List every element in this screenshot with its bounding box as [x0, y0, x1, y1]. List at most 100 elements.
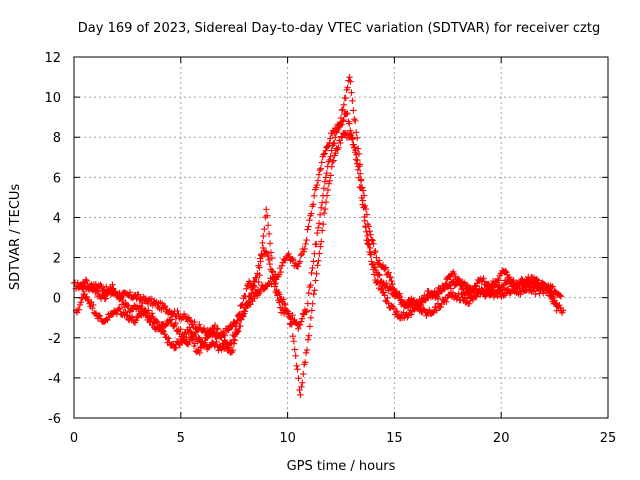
- data-point: [300, 248, 307, 255]
- data-point: [471, 285, 479, 293]
- data-point: [263, 212, 271, 219]
- data-point: [332, 134, 339, 141]
- data-point: [320, 210, 328, 217]
- data-point: [314, 262, 321, 269]
- data-point: [236, 310, 243, 318]
- data-point: [200, 340, 207, 348]
- data-point: [559, 307, 567, 314]
- data-point: [305, 223, 312, 230]
- data-point: [266, 240, 274, 247]
- data-point: [119, 296, 127, 304]
- y-tick-labels: -6 -4 -2 0 2 4 6 8 10 12: [44, 51, 61, 427]
- data-point: [234, 317, 241, 325]
- plot-frame: [73, 56, 609, 419]
- data-point: [272, 279, 279, 287]
- data-point: [546, 292, 554, 299]
- data-point: [174, 307, 181, 315]
- data-point: [125, 302, 132, 309]
- data-point: [494, 292, 501, 300]
- data-point: [327, 135, 334, 142]
- data-point: [454, 275, 462, 282]
- data-point: [187, 317, 194, 325]
- data-point: [215, 347, 222, 354]
- data-point: [556, 292, 564, 299]
- data-point: [82, 276, 90, 284]
- data-point: [290, 338, 297, 345]
- data-point: [97, 281, 104, 289]
- data-point: [328, 147, 335, 154]
- data-point: [191, 340, 199, 347]
- data-point: [347, 78, 354, 85]
- data-point: [240, 313, 247, 320]
- data-point: [188, 331, 196, 339]
- data-point: [299, 379, 306, 386]
- data-point: [95, 288, 102, 295]
- data-point: [335, 144, 342, 151]
- data-point: [298, 315, 306, 322]
- data-point: [128, 313, 136, 320]
- data-point: [172, 344, 180, 351]
- data-point: [461, 290, 468, 298]
- data-point: [363, 236, 370, 244]
- data-point: [337, 139, 344, 147]
- data-point: [317, 204, 325, 211]
- data-point: [195, 334, 202, 341]
- data-point: [437, 288, 445, 295]
- data-point: [344, 110, 351, 117]
- data-point: [243, 285, 250, 292]
- data-point: [265, 230, 273, 238]
- data-point: [83, 277, 91, 285]
- data-point: [261, 225, 268, 233]
- data-point: [352, 117, 359, 125]
- data-point: [280, 296, 287, 303]
- data-point: [339, 106, 347, 113]
- data-point: [289, 312, 296, 319]
- data-point: [380, 289, 387, 296]
- data-point: [443, 298, 450, 305]
- data-point: [408, 311, 415, 318]
- data-point: [256, 271, 263, 279]
- data-points: [70, 73, 567, 399]
- data-point: [321, 205, 329, 213]
- data-point: [319, 227, 326, 234]
- data-point: [278, 262, 286, 269]
- axis-ticks: [73, 56, 609, 419]
- data-point: [495, 277, 503, 284]
- data-point: [310, 192, 318, 200]
- data-point: [264, 252, 272, 260]
- data-point: [516, 280, 523, 288]
- data-point: [265, 280, 272, 287]
- data-point: [370, 240, 377, 247]
- data-point: [282, 301, 289, 308]
- data-point: [75, 306, 83, 313]
- data-point: [287, 320, 295, 327]
- data-point: [359, 187, 367, 194]
- data-point: [348, 89, 355, 96]
- data-point: [327, 153, 334, 160]
- data-point: [263, 206, 270, 213]
- data-point: [142, 297, 150, 304]
- data-point: [239, 301, 246, 308]
- data-point: [271, 283, 278, 290]
- data-point: [437, 303, 444, 311]
- data-point: [285, 250, 292, 258]
- data-point: [334, 146, 341, 153]
- y-tick-label: 6: [53, 171, 61, 186]
- data-point: [303, 308, 311, 315]
- data-point: [254, 292, 261, 299]
- data-point: [366, 228, 373, 235]
- data-point: [95, 312, 103, 319]
- x-tick-label: 0: [70, 431, 78, 446]
- data-point: [369, 260, 376, 268]
- data-point: [288, 321, 296, 328]
- data-point: [318, 159, 325, 166]
- data-point: [315, 257, 322, 264]
- data-point: [306, 217, 313, 224]
- data-point: [384, 294, 391, 302]
- data-point: [309, 264, 316, 272]
- data-point: [356, 163, 363, 170]
- data-point: [269, 269, 277, 276]
- data-point: [364, 232, 371, 240]
- data-point: [235, 311, 242, 319]
- data-point: [295, 375, 302, 382]
